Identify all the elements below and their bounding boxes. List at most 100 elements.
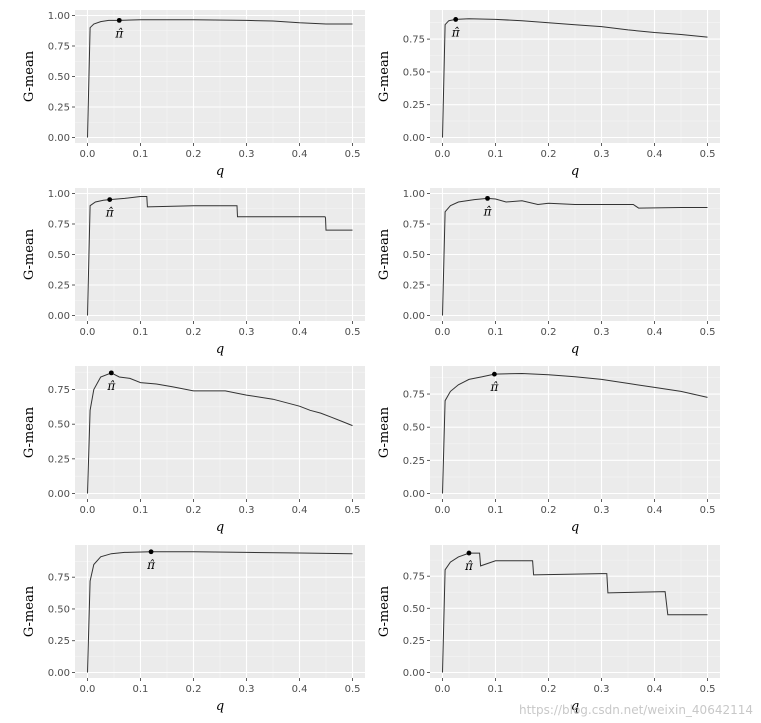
x-axis-title: q <box>571 164 579 179</box>
x-tick-label: 0.1 <box>133 684 149 695</box>
x-tick-label: 0.1 <box>488 327 504 338</box>
y-tick-label: 0.75 <box>403 390 425 401</box>
panel-6: 0.0 0.1 0.2 0.3 0.4 0.5 0.00 0.25 0.50 0.75 π̂ q G-m… <box>377 366 720 535</box>
y-tick-label: 0.00 <box>48 133 70 144</box>
x-tick-label: 0.5 <box>345 505 361 516</box>
x-tick-label: 0.4 <box>292 149 308 160</box>
pi-hat-marker <box>116 17 122 23</box>
x-tick-label: 0.0 <box>80 684 96 695</box>
x-tick-label: 0.5 <box>345 684 361 695</box>
pi-hat-label: π̂ <box>146 558 156 572</box>
y-tick-label: 0.00 <box>48 311 70 322</box>
gmean-curve <box>442 197 708 316</box>
pi-hat-label: π̂ <box>114 26 124 40</box>
y-tick-label: 0.00 <box>403 668 425 679</box>
y-axis-title: G-mean <box>22 585 37 637</box>
x-tick-label: 0.5 <box>700 149 716 160</box>
x-tick-label: 0.3 <box>594 684 610 695</box>
pi-hat-label: π̂ <box>451 25 461 39</box>
y-tick-label: 0.00 <box>403 311 425 322</box>
pi-hat-marker <box>492 371 497 377</box>
y-tick-label: 0.50 <box>403 67 425 78</box>
y-tick-label: 0.75 <box>48 385 70 396</box>
x-axis-title: q <box>571 520 579 535</box>
y-axis-title: G-mean <box>22 228 37 280</box>
y-tick-label: 0.25 <box>48 103 70 114</box>
x-tick-label: 0.4 <box>292 505 308 516</box>
x-tick-label: 0.5 <box>700 327 716 338</box>
x-tick-label: 0.5 <box>345 327 361 338</box>
pi-hat-label: π̂ <box>483 204 493 218</box>
x-axis-title: q <box>571 699 579 714</box>
y-tick-label: 0.25 <box>403 281 425 292</box>
x-tick-label: 0.0 <box>80 327 96 338</box>
x-tick-label: 0.0 <box>435 327 451 338</box>
pi-hat-marker <box>148 549 154 555</box>
y-tick-label: 0.50 <box>48 604 70 615</box>
gmean-curve <box>87 551 353 673</box>
y-tick-label: 0.25 <box>48 636 70 647</box>
panel-2: 0.0 0.1 0.2 0.3 0.4 0.5 0.00 0.25 0.50 0.75 π̂ q G-m… <box>377 10 720 179</box>
y-tick-label: 0.00 <box>48 489 70 500</box>
x-axis-title: q <box>216 164 224 179</box>
panel-8: 0.0 0.1 0.2 0.3 0.4 0.5 0.00 0.25 0.50 0.75 π̂ q G-m… <box>377 545 720 714</box>
y-tick-label: 0.25 <box>48 281 70 292</box>
y-axis-title: G-mean <box>22 50 37 102</box>
y-tick-label: 0.50 <box>403 250 425 261</box>
gmean-curve <box>442 18 708 138</box>
x-tick-label: 0.4 <box>647 684 663 695</box>
y-tick-label: 0.25 <box>403 636 425 647</box>
x-tick-label: 0.1 <box>488 149 504 160</box>
x-tick-label: 0.3 <box>594 149 610 160</box>
x-tick-label: 0.3 <box>239 505 255 516</box>
gmean-curve <box>442 372 708 494</box>
y-tick-label: 0.75 <box>403 572 425 583</box>
x-tick-label: 0.1 <box>133 327 149 338</box>
y-tick-label: 0.50 <box>48 420 70 431</box>
x-tick-label: 0.5 <box>345 149 361 160</box>
y-tick-label: 1.00 <box>48 189 70 200</box>
x-tick-label: 0.4 <box>647 149 663 160</box>
y-tick-label: 0.25 <box>403 100 425 111</box>
panel-7: 0.0 0.1 0.2 0.3 0.4 0.5 0.00 0.25 0.50 0.75 π̂ q G-m… <box>22 545 365 714</box>
x-tick-label: 0.4 <box>647 327 663 338</box>
y-tick-label: 0.75 <box>48 219 70 230</box>
pi-hat-label: π̂ <box>106 379 116 393</box>
y-tick-label: 1.00 <box>403 189 425 200</box>
x-tick-label: 0.2 <box>541 684 557 695</box>
y-tick-label: 1.00 <box>48 11 70 22</box>
y-tick-label: 0.75 <box>48 41 70 52</box>
x-tick-label: 0.5 <box>700 505 716 516</box>
pi-hat-label: π̂ <box>464 559 474 573</box>
x-tick-label: 0.2 <box>541 505 557 516</box>
x-tick-label: 0.1 <box>488 505 504 516</box>
x-tick-label: 0.2 <box>541 327 557 338</box>
y-tick-label: 0.00 <box>403 133 425 144</box>
y-tick-label: 0.25 <box>48 454 70 465</box>
gmean-curve <box>442 552 708 673</box>
x-tick-label: 0.2 <box>186 505 202 516</box>
x-tick-label: 0.3 <box>239 684 255 695</box>
x-axis-title: q <box>216 699 224 714</box>
y-tick-label: 0.50 <box>403 423 425 434</box>
pi-hat-label: π̂ <box>105 206 115 220</box>
y-axis-title: G-mean <box>377 585 392 637</box>
gmean-curve <box>87 19 353 138</box>
panel-1: 0.0 0.1 0.2 0.3 0.4 0.5 0.00 0.25 0.50 0.75 1.00 π̂… <box>22 10 365 179</box>
y-tick-label: 0.00 <box>48 668 70 679</box>
x-tick-label: 0.2 <box>186 684 202 695</box>
watermark: https://blog.csdn.net/weixin_40642114 <box>518 703 753 717</box>
pi-hat-marker <box>107 197 113 202</box>
x-tick-label: 0.0 <box>80 149 96 160</box>
x-tick-label: 0.4 <box>292 684 308 695</box>
y-tick-label: 0.75 <box>403 35 425 46</box>
y-axis-title: G-mean <box>377 228 392 280</box>
x-tick-label: 0.4 <box>292 327 308 338</box>
panel-5: 0.0 0.1 0.2 0.3 0.4 0.5 0.00 0.25 0.50 0.75 π̂ q G-m… <box>22 366 365 535</box>
x-tick-label: 0.2 <box>186 327 202 338</box>
x-tick-label: 0.3 <box>239 149 255 160</box>
x-tick-label: 0.1 <box>133 505 149 516</box>
x-tick-label: 0.1 <box>488 684 504 695</box>
y-tick-label: 0.50 <box>48 72 70 83</box>
